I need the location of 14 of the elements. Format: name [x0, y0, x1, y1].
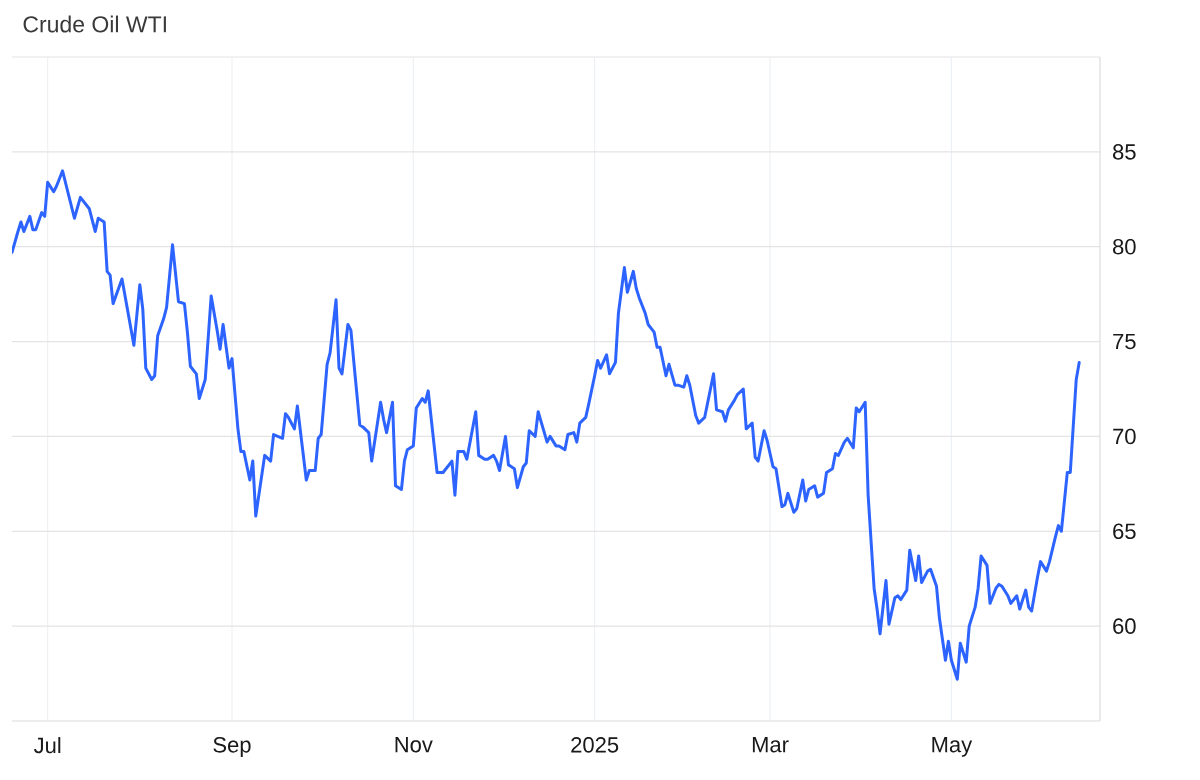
y-tick-label: 70	[1113, 428, 1136, 445]
x-tick-label: Nov	[395, 737, 433, 753]
x-tick-label: Sep	[213, 737, 251, 757]
y-tick-label: 80	[1113, 238, 1136, 255]
y-tick-label: 60	[1113, 618, 1136, 634]
y-tick-label: 65	[1113, 523, 1136, 540]
line-series	[12, 169, 1081, 681]
x-tick-label: Jul	[33, 737, 61, 754]
chart-title: Crude Oil WTI	[23, 15, 166, 33]
x-tick-label: 2025	[571, 737, 619, 753]
y-tick-label: 75	[1113, 333, 1136, 350]
y-tick-label: 85	[1113, 144, 1136, 160]
x-tick-label: Mar	[752, 737, 789, 753]
x-tick-label: May	[932, 737, 973, 757]
